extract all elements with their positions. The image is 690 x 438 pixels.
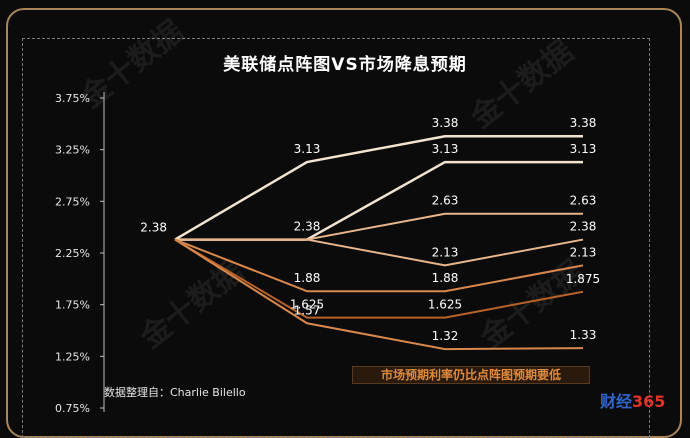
data-label: 2.63	[570, 194, 597, 208]
data-label: 1.88	[294, 271, 321, 285]
data-label: 1.57	[294, 303, 321, 317]
data-label: 1.625	[428, 298, 462, 312]
data-label: 3.38	[570, 116, 597, 130]
data-label: 1.32	[432, 329, 459, 343]
y-tick-label: 3.75%	[55, 92, 90, 105]
data-label: 2.63	[432, 194, 459, 208]
data-label: 2.13	[570, 245, 597, 259]
data-label: 2.13	[432, 245, 459, 259]
series-line	[175, 238, 584, 267]
data-label: 3.13	[294, 142, 321, 156]
data-label: 3.13	[432, 142, 459, 156]
source-credit: 数据整理自：Charlie Bilello	[104, 386, 246, 399]
y-tick-label: 2.75%	[55, 195, 90, 208]
data-label: 3.38	[432, 116, 459, 130]
data-label: 1.625	[290, 298, 324, 312]
data-label: 2.38	[294, 220, 321, 234]
data-label: 1.875	[566, 272, 600, 286]
series-line	[174, 238, 584, 293]
data-label: 3.13	[570, 142, 597, 156]
series-line	[174, 134, 583, 241]
site-logo: 财经365	[600, 392, 666, 411]
annotation-note: 市场预期利率仍比点阵图预期要低	[352, 366, 590, 384]
y-tick-label: 1.25%	[55, 350, 90, 363]
y-tick-label: 2.25%	[55, 247, 90, 260]
series-line	[174, 238, 584, 319]
data-label: 2.38	[570, 220, 597, 234]
chart-svg: 3.75% 3.25% 2.75% 2.25% 1.75% 1.25% 0.75% 2.38 3…	[55, 92, 600, 415]
series-line	[175, 212, 583, 241]
chart-title: 美联储点阵图VS市场降息预期	[223, 55, 467, 75]
series-line	[174, 238, 584, 351]
data-label: 1.33	[570, 328, 597, 342]
y-tick-label: 1.75%	[55, 299, 90, 312]
series-line	[175, 160, 583, 241]
data-label: 1.88	[432, 271, 459, 285]
y-tick-label: 3.25%	[55, 144, 90, 157]
y-tick-label: 0.75%	[55, 402, 90, 415]
data-label: 2.38	[140, 221, 167, 235]
